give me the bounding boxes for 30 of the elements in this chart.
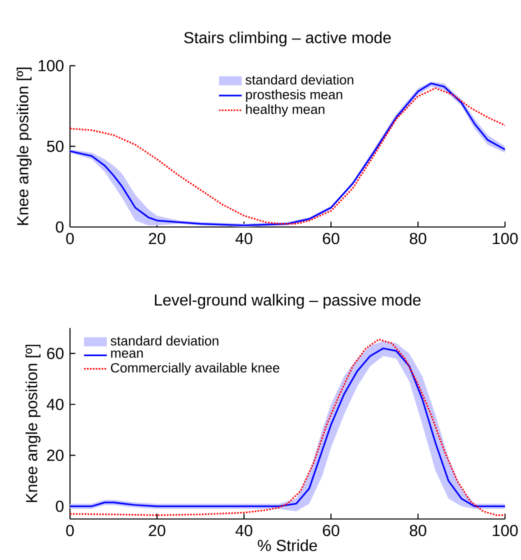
x-tick-label: 0 (66, 232, 74, 244)
y-tick-label: 60 (47, 348, 64, 360)
chart-title: Stairs climbing – active mode (184, 32, 391, 46)
x-tick-label: 20 (148, 232, 166, 244)
x-tick-label: 80 (410, 232, 426, 244)
x-axis-title: % Stride (258, 539, 317, 552)
x-tick-label: 0 (66, 524, 74, 536)
x-tick-label: 20 (148, 524, 166, 536)
y-tick-label: 100 (38, 60, 64, 72)
y-axis-title: Knee angle position [º] (26, 344, 40, 502)
annotation: standard deviation (110, 336, 218, 346)
legend-label: mean (111, 350, 143, 358)
y-axis-title: Knee angle position [º] (16, 68, 32, 225)
x-tick-label: 100 (492, 232, 518, 244)
legend-label: healthy mean (246, 104, 324, 117)
chart-title: Level-ground walking – passive mode (154, 294, 421, 309)
x-tick-label: 100 (492, 524, 518, 536)
annotation: standard deviation (246, 74, 354, 85)
y-tick-label: 0 (56, 221, 64, 233)
y-tick-label: 0 (56, 500, 64, 512)
legend-label: prosthesis mean (246, 89, 342, 102)
x-tick-label: 80 (410, 524, 426, 536)
y-tick-label: 20 (47, 450, 64, 461)
x-tick-label: 40 (235, 524, 252, 536)
legend-label: Commercially available knee (110, 362, 280, 376)
x-tick-label: 60 (322, 524, 340, 536)
x-tick-label: 60 (322, 232, 340, 244)
y-tick-label: 50 (46, 140, 64, 152)
y-tick-label: 40 (46, 398, 64, 410)
x-tick-label: 40 (235, 232, 252, 244)
